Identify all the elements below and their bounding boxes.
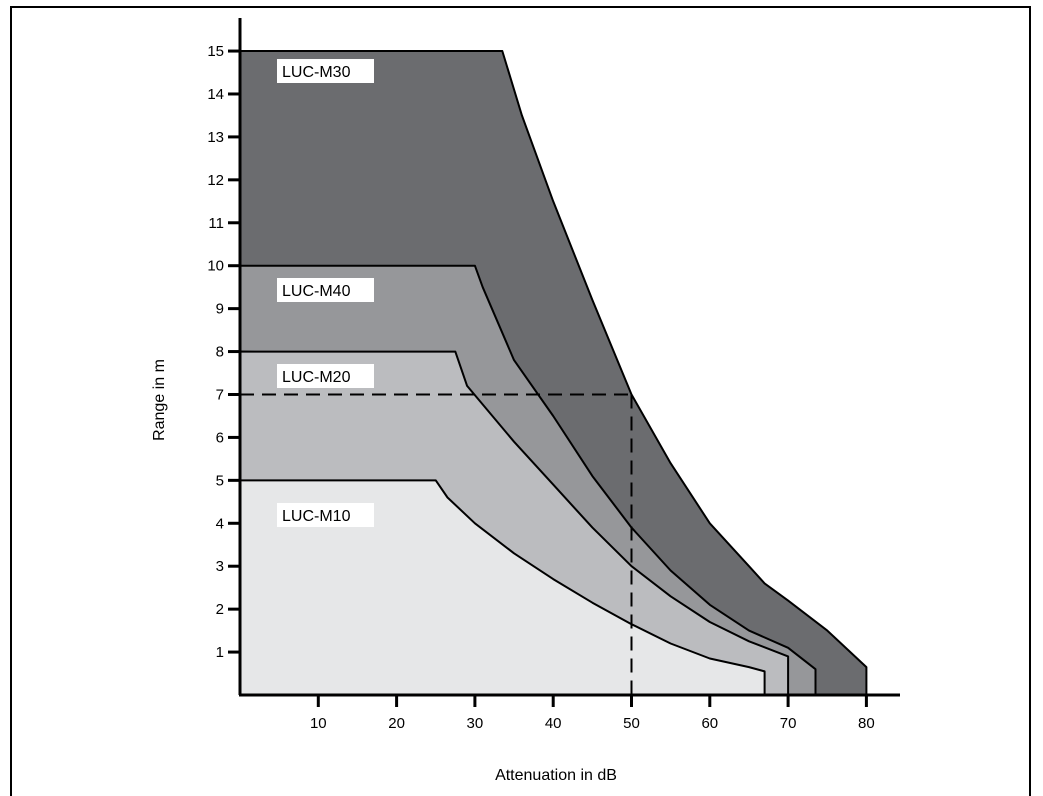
x-tick-label-50: 50 (623, 715, 640, 732)
y-tick-label-12: 12 (207, 172, 224, 189)
series-areas (239, 50, 868, 696)
y-tick-label-7: 7 (216, 386, 224, 403)
reference-lines (240, 393, 633, 695)
y-tick-label-5: 5 (216, 472, 224, 489)
y-tick-label-8: 8 (216, 344, 224, 361)
series-label-box (277, 59, 374, 83)
chart-frame (10, 6, 1031, 796)
series-label-box (277, 364, 374, 388)
series-label-luc-m40: LUC-M40 (277, 278, 374, 302)
series-area-luc-m10 (239, 479, 766, 696)
series-label-luc-m20: LUC-M20 (277, 364, 374, 388)
x-axis-title: Attenuation in dB (495, 767, 617, 784)
y-tick-label-15: 15 (207, 43, 224, 60)
x-tick-label-80: 80 (858, 715, 875, 732)
x-tick-label-60: 60 (701, 715, 718, 732)
y-tick-label-11: 11 (208, 215, 224, 232)
x-tick-label-30: 30 (467, 715, 484, 732)
series-label-text: LUC-M20 (282, 369, 351, 386)
x-tick-label-20: 20 (388, 715, 405, 732)
series-label-box (277, 278, 374, 302)
series-labels: LUC-M30 LUC-M40 LUC-M20 LUC-M10 (277, 59, 374, 527)
y-axis-title: Range in m (151, 359, 168, 441)
series-label-text: LUC-M30 (282, 64, 351, 81)
series-label-text: LUC-M10 (282, 508, 351, 525)
series-label-text: LUC-M40 (282, 283, 351, 300)
y-tick-label-14: 14 (207, 86, 224, 103)
y-tick-label-13: 13 (207, 129, 224, 146)
x-tick-label-10: 10 (310, 715, 327, 732)
y-tick-label-4: 4 (216, 515, 224, 532)
x-tick-label-70: 70 (780, 715, 797, 732)
series-label-box (277, 503, 374, 527)
axes (238, 18, 900, 697)
y-tick-label-9: 9 (216, 301, 224, 318)
series-label-luc-m10: LUC-M10 (277, 503, 374, 527)
y-tick-label-3: 3 (216, 558, 224, 575)
y-tick-label-10: 10 (207, 258, 224, 275)
y-tick-label-6: 6 (216, 429, 224, 446)
y-tick-label-1: 1 (216, 644, 224, 661)
x-tick-label-40: 40 (545, 715, 562, 732)
y-tick-label-2: 2 (216, 601, 224, 618)
series-label-luc-m30: LUC-M30 (277, 59, 374, 83)
